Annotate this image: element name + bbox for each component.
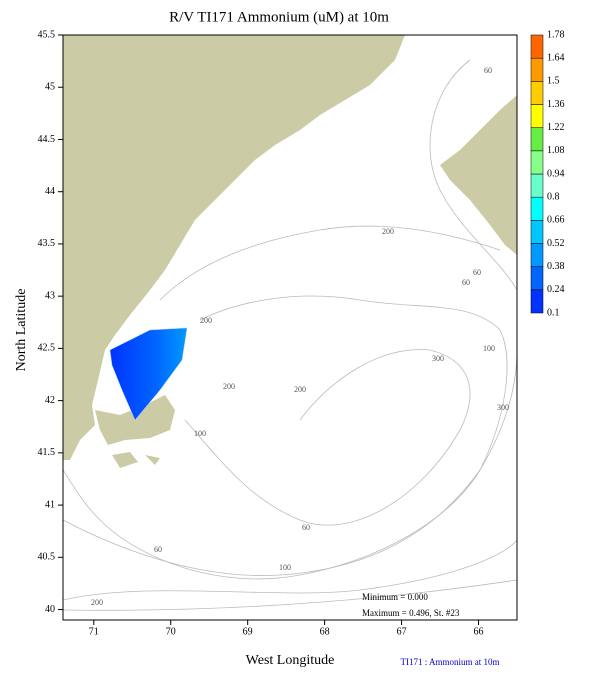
data-patch xyxy=(109,327,188,421)
contour-label: 60 xyxy=(473,268,481,277)
x-tick-label: 69 xyxy=(243,626,253,637)
colorbar-band xyxy=(530,34,544,59)
land-nova-scotia xyxy=(440,95,517,255)
y-tick-label: 40 xyxy=(45,604,55,615)
contour-label: 60 xyxy=(484,66,492,75)
colorbar-band xyxy=(530,127,544,152)
colorbar-label: 0.66 xyxy=(547,215,565,226)
y-tick-label: 44 xyxy=(45,186,55,197)
colorbar-band xyxy=(530,57,544,82)
colorbar-band xyxy=(530,81,544,105)
y-tick-label: 43.5 xyxy=(38,238,56,249)
map-area: Minimum = 0.000 Maximum = 0.496, St. #23 xyxy=(62,34,518,621)
colorbar-band xyxy=(530,266,544,291)
y-tick-label: 40.5 xyxy=(38,552,56,563)
colorbar-label: 0.38 xyxy=(547,261,565,272)
contour-label: 100 xyxy=(194,429,206,438)
x-tick-label: 67 xyxy=(397,626,407,637)
colorbar-band xyxy=(530,196,544,221)
plot-frame xyxy=(62,34,518,621)
colorbar-band xyxy=(530,289,544,314)
depth-contours xyxy=(62,59,518,611)
y-axis-label: North Latitude xyxy=(14,289,29,372)
colorbar-label: 1.22 xyxy=(547,122,565,133)
chart-title: R/V TI171 Ammonium (uM) at 10m xyxy=(169,9,389,25)
x-tick-label: 68 xyxy=(320,626,330,637)
contour-label: 200 xyxy=(223,382,235,391)
colorbar-band xyxy=(530,150,544,175)
contour-label: 100 xyxy=(279,563,291,572)
colorbar-band xyxy=(530,104,544,128)
colorbar-label: 0.1 xyxy=(547,307,560,318)
colorbar-label: 0.8 xyxy=(547,191,560,202)
colorbar-label: 1.08 xyxy=(547,145,565,156)
contour-label: 200 xyxy=(200,316,212,325)
annotation: Minimum = 0.000 xyxy=(362,592,428,602)
contour-label: 60 xyxy=(302,523,310,532)
colorbar-label: 1.5 xyxy=(547,76,560,87)
colorbar-band xyxy=(530,173,544,198)
colorbar-label: 1.64 xyxy=(547,52,565,63)
footer: TI171 : Ammonium at 10m xyxy=(401,657,500,667)
y-tick-label: 42 xyxy=(45,395,55,406)
y-tick-label: 45.5 xyxy=(38,29,56,40)
land-maine xyxy=(63,35,405,460)
contour-label: 100 xyxy=(483,344,495,353)
y-tick-label: 42.5 xyxy=(38,343,56,354)
colorbar-label: 0.52 xyxy=(547,238,565,249)
colorbar-label: 1.78 xyxy=(547,29,565,40)
x-axis-label: West Longitude xyxy=(246,653,335,668)
contour-label: 200 xyxy=(382,227,394,236)
y-tick-label: 41.5 xyxy=(38,447,56,458)
contour-label: 300 xyxy=(432,354,444,363)
y-tick-label: 43 xyxy=(45,290,55,301)
annotation: Maximum = 0.496, St. #23 xyxy=(362,608,460,618)
y-tick-label: 44.5 xyxy=(38,134,56,145)
land-islands xyxy=(112,452,160,468)
contour-label: 200 xyxy=(294,385,306,394)
colorbar-label: 0.24 xyxy=(547,284,565,295)
colorbar-band xyxy=(530,220,544,244)
colorbar-label: 0.94 xyxy=(547,168,565,179)
y-tick-label: 45 xyxy=(45,82,55,93)
contour-label: 60 xyxy=(462,278,470,287)
contour-label: 200 xyxy=(91,598,103,607)
colorbar-band xyxy=(530,243,544,267)
y-tick-label: 41 xyxy=(45,499,55,510)
x-tick-label: 71 xyxy=(89,626,99,637)
colorbar-label: 1.36 xyxy=(547,99,565,110)
x-tick-label: 66 xyxy=(474,626,484,637)
contour-label: 60 xyxy=(154,545,162,554)
x-tick-label: 70 xyxy=(166,626,176,637)
contour-label: 300 xyxy=(497,403,509,412)
